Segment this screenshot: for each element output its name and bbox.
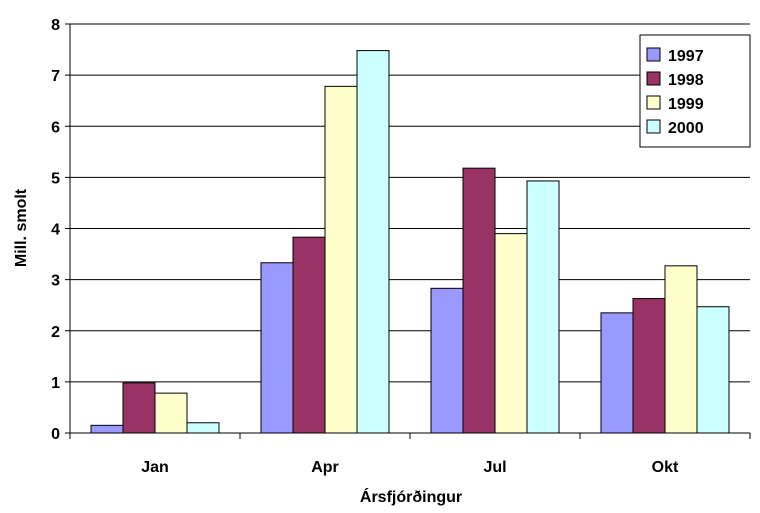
bar [260,262,294,434]
y-tick-label: 5 [51,170,60,187]
bar [154,392,188,434]
legend-swatch [646,119,661,134]
x-tick-labels: Jan Apr Jul Okt [141,459,679,476]
bar [526,180,560,434]
legend: 1997 1998 1999 2000 [639,34,751,148]
legend-label: 1999 [668,96,704,113]
bar [462,167,496,434]
y-tick-label: 3 [51,273,60,290]
legend-swatch [646,95,661,110]
bar [600,312,634,434]
bar [356,50,390,434]
x-tick-label: Apr [311,459,339,476]
legend-label: 1998 [668,72,704,89]
bar [664,265,698,434]
bar [292,236,326,434]
bar [632,298,666,434]
legend-swatch [646,71,661,86]
legend-swatch [646,47,661,62]
gridlines [70,23,750,383]
y-tick-label: 0 [51,426,60,443]
y-tick-label: 2 [51,324,60,341]
bar [430,287,464,434]
x-tick-label: Jul [483,459,506,476]
bar [186,422,220,434]
bars [90,50,730,434]
y-tick-label: 7 [51,68,60,85]
legend-label: 1997 [668,48,704,65]
y-tick-label: 6 [51,119,60,136]
x-axis-title: Ársfjórðingur [360,487,462,506]
bar [696,306,730,434]
y-axis-title: Mill. smolt [13,188,30,267]
y-tick-label: 8 [51,17,60,34]
bar [494,233,528,434]
bar [90,424,124,434]
bar [122,382,156,434]
bar [324,85,358,434]
y-tick-labels: 0 1 2 3 4 5 6 7 8 [51,17,60,443]
x-tick-label: Jan [141,459,169,476]
y-tick-label: 4 [51,222,60,239]
axes [65,23,751,439]
legend-label: 2000 [668,120,704,137]
y-tick-label: 1 [51,375,60,392]
x-tick-label: Okt [652,459,679,476]
